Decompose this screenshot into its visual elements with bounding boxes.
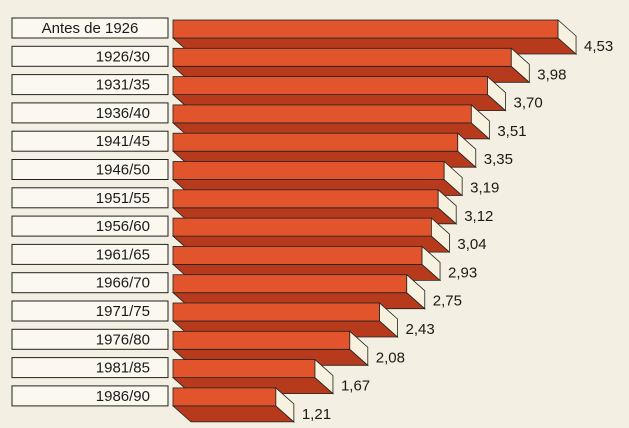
bar [172, 19, 559, 39]
bar-side [443, 160, 463, 197]
bar [172, 132, 459, 152]
bar-side [437, 188, 457, 225]
bar-side [421, 245, 441, 282]
value-label: 3,19 [470, 179, 499, 196]
label-box [11, 385, 169, 407]
label-box [11, 215, 169, 237]
value-label: 3,70 [514, 95, 543, 112]
category-label: 1926/30 [96, 48, 150, 65]
category-label: 1966/70 [96, 275, 150, 292]
bar-side [275, 387, 295, 423]
bar [172, 104, 472, 124]
bar-side [406, 273, 426, 310]
value-label: 3,98 [537, 66, 566, 83]
value-label: 2,75 [433, 293, 462, 310]
label-box [11, 328, 169, 350]
value-label: 2,93 [448, 264, 477, 281]
label-box [11, 130, 169, 152]
bar-side [510, 47, 530, 84]
category-label: 1961/65 [96, 246, 150, 263]
bar-bottom [171, 405, 295, 423]
bar [172, 245, 423, 265]
category-label: 1946/50 [96, 161, 150, 178]
label-box [11, 45, 169, 67]
label-box [11, 300, 169, 322]
value-label: 4,53 [584, 38, 613, 55]
bar [172, 189, 439, 209]
bar [172, 47, 512, 67]
bar [172, 302, 380, 322]
category-label: 1956/60 [96, 218, 150, 235]
category-label: 1936/40 [96, 105, 150, 122]
bar-side [557, 19, 577, 55]
category-label: 1941/45 [96, 133, 150, 150]
value-label: 2,43 [406, 321, 435, 338]
category-label: 1951/55 [96, 190, 150, 207]
bar [172, 217, 432, 237]
value-label: 1,67 [341, 378, 370, 395]
category-label: 1976/80 [96, 331, 150, 348]
bar [172, 330, 351, 350]
value-label: 3,04 [457, 236, 486, 253]
label-box [11, 159, 169, 180]
category-label: 1981/85 [96, 360, 150, 377]
label-box [11, 187, 169, 209]
value-label: 1,21 [302, 406, 331, 423]
category-label: Antes de 1926 [42, 20, 139, 37]
category-label: 1931/35 [96, 77, 150, 94]
bar [172, 359, 316, 379]
label-box [11, 74, 169, 96]
label-box [11, 243, 169, 265]
bar [172, 161, 445, 180]
bar-side [430, 217, 450, 253]
bar-side [314, 358, 334, 395]
value-label: 3,51 [497, 123, 526, 140]
label-box [11, 17, 169, 39]
label-box [11, 102, 169, 124]
bar [172, 387, 277, 407]
bar-side [379, 302, 398, 338]
bar-side [349, 330, 369, 367]
bar-side [487, 75, 506, 112]
bar [172, 274, 408, 294]
bar-side [457, 132, 477, 169]
category-label: 1986/90 [96, 388, 150, 405]
label-box [11, 357, 169, 379]
label-box [11, 272, 169, 294]
category-label: 1971/75 [96, 303, 150, 320]
bar-side [470, 104, 490, 140]
bar [172, 76, 488, 95]
value-label: 2,08 [376, 349, 405, 366]
value-label: 3,12 [464, 208, 493, 225]
value-label: 3,35 [484, 151, 513, 168]
